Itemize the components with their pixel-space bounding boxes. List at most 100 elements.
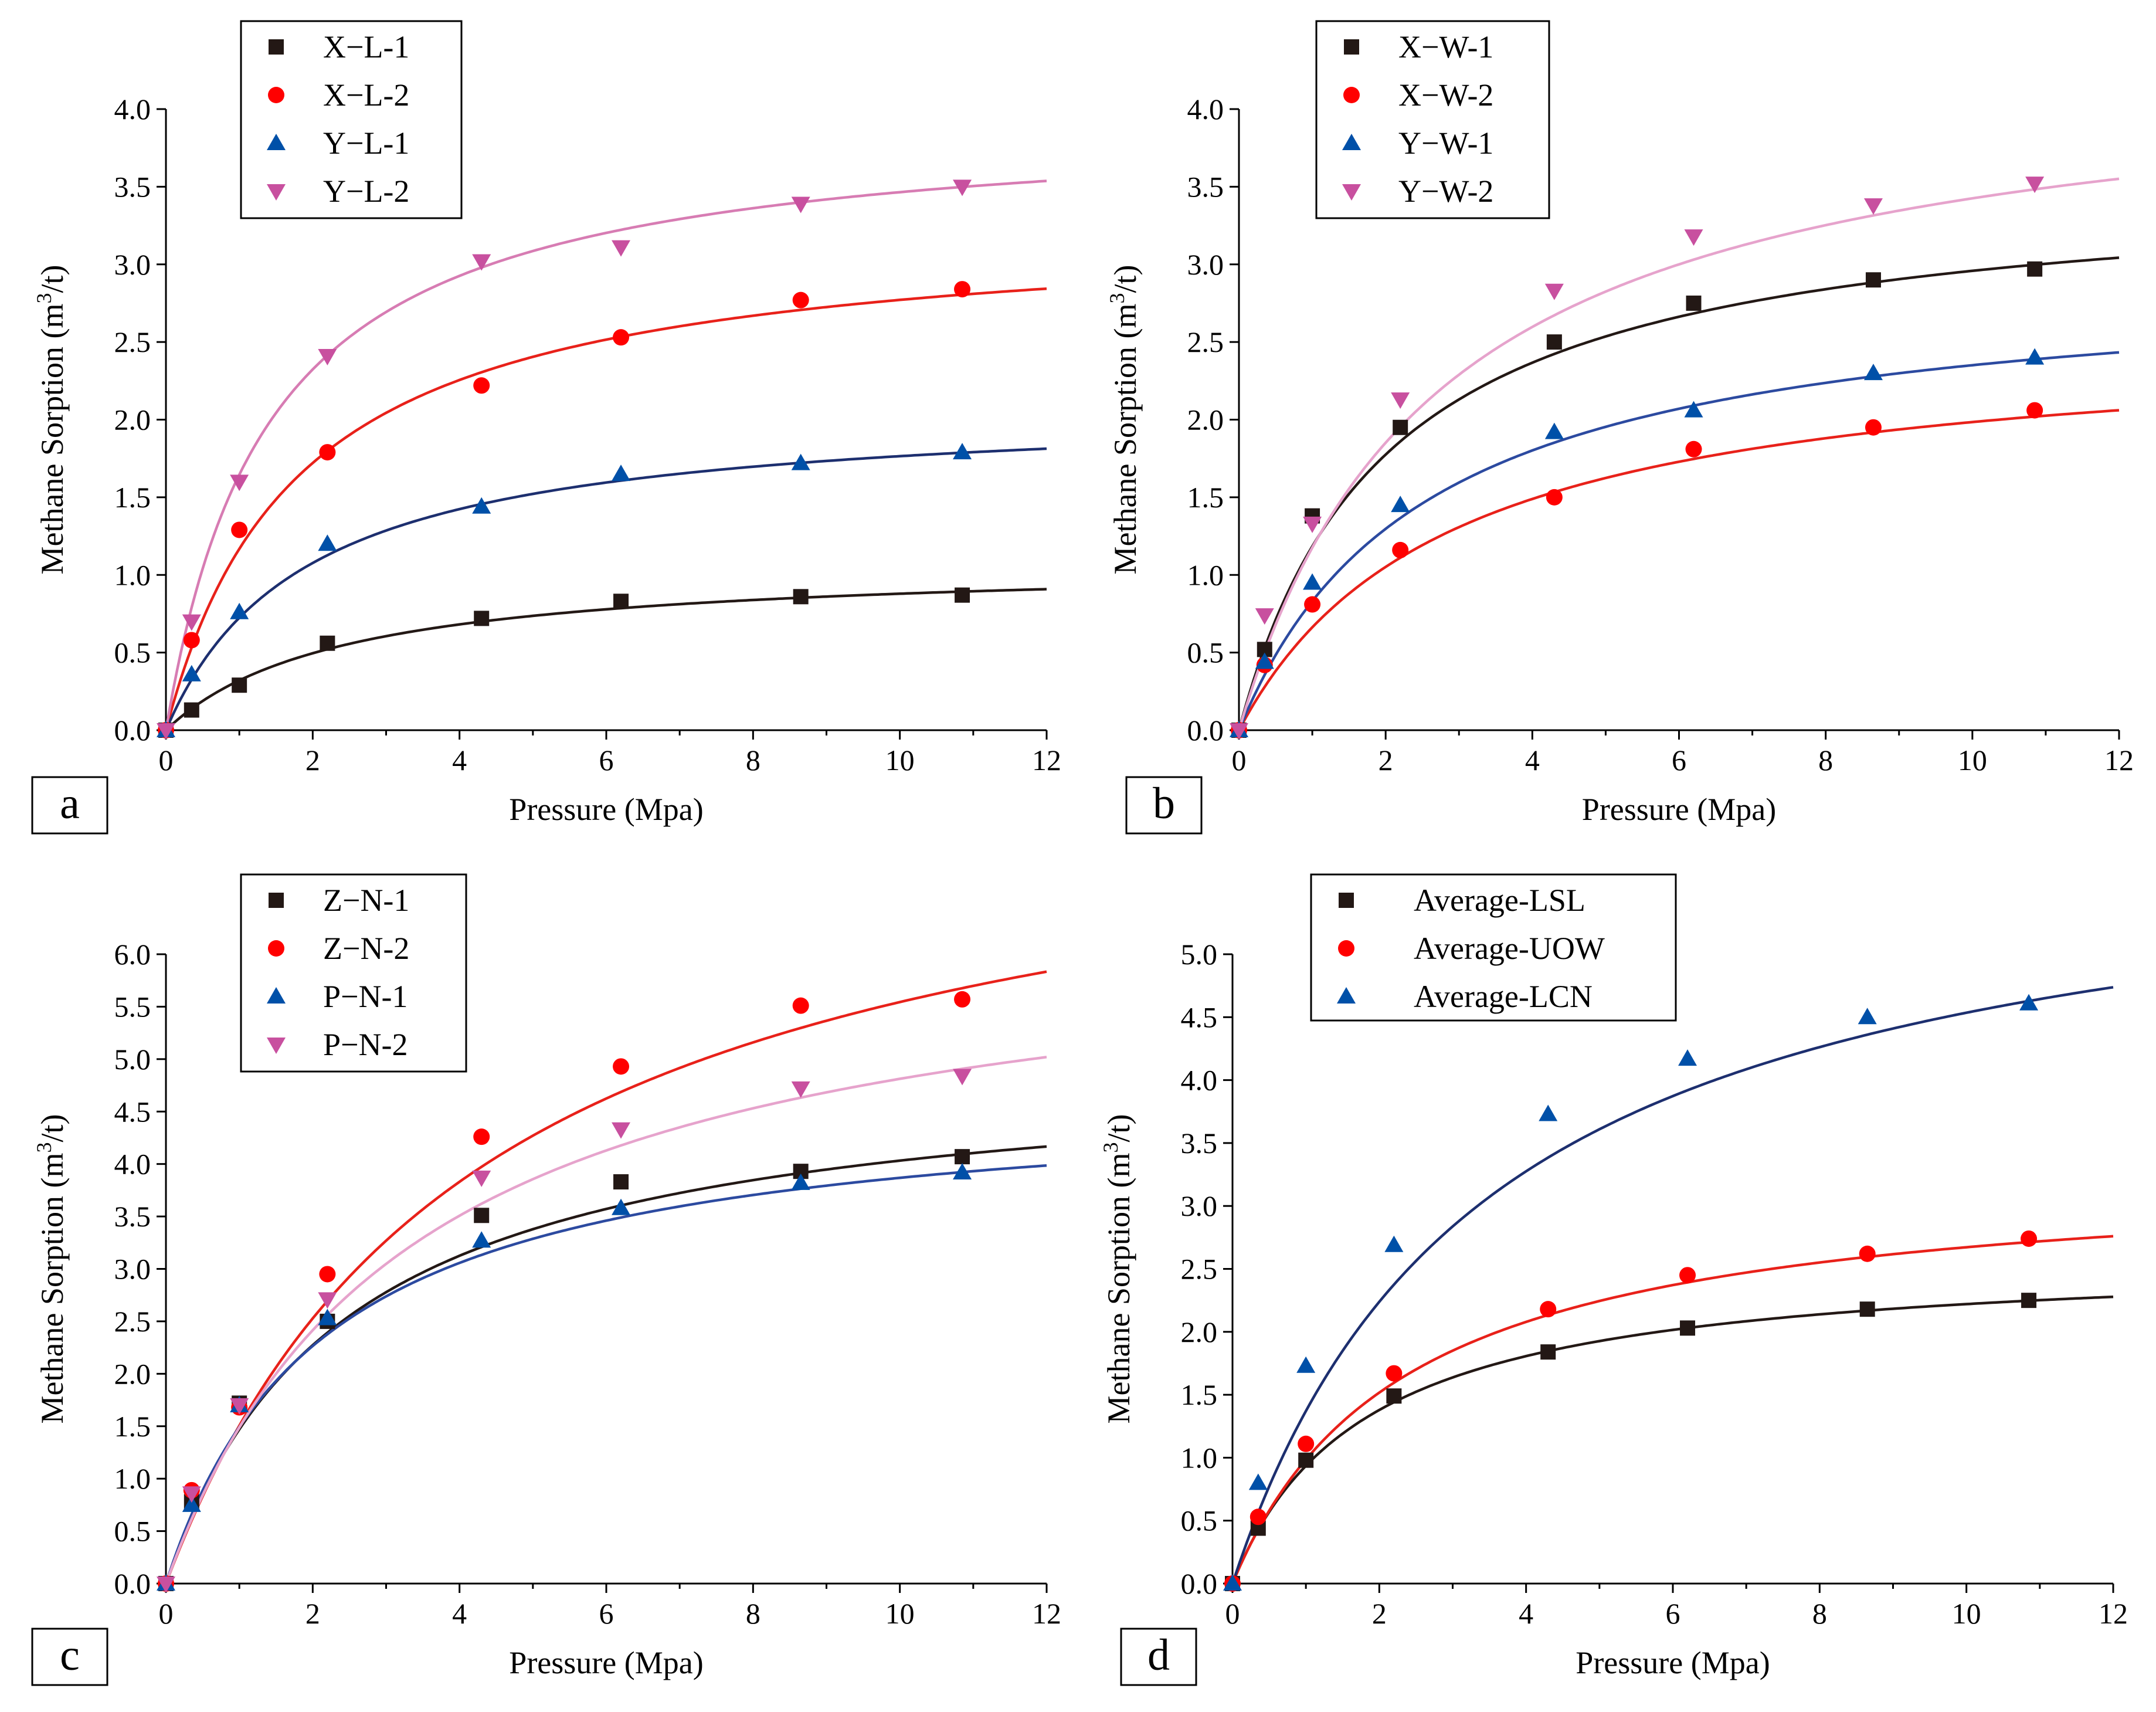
x-tick-label: 12 xyxy=(2099,1597,2128,1630)
data-point xyxy=(319,1266,336,1283)
y-axis-title: Methane Sorption (m3/t) xyxy=(1099,1114,1136,1424)
data-point xyxy=(1684,401,1703,418)
y-tick-label: 0.5 xyxy=(114,636,151,669)
data-point xyxy=(1248,1473,1268,1490)
x-tick-label: 12 xyxy=(2104,744,2134,777)
x-tick-label: 10 xyxy=(1952,1597,1981,1630)
data-point xyxy=(1684,229,1703,246)
y-tick-label: 2.0 xyxy=(1187,404,1224,436)
fit-curve-3 xyxy=(1237,351,2120,731)
data-point xyxy=(1393,419,1408,435)
fit-curve-3 xyxy=(164,1164,1047,1584)
data-point xyxy=(319,444,336,461)
y-tick-label: 3.5 xyxy=(114,170,151,203)
x-tick-label: 8 xyxy=(746,744,760,777)
data-point xyxy=(1858,1008,1877,1025)
data-point xyxy=(183,632,200,649)
legend: Average-LSL Average-UOW Average-LCN xyxy=(1310,873,1677,1022)
legend-label: Z−N-2 xyxy=(323,931,409,966)
data-point xyxy=(232,677,247,693)
data-point xyxy=(473,1128,490,1145)
data-point xyxy=(231,521,248,538)
data-point xyxy=(318,534,337,551)
data-point xyxy=(1304,596,1321,613)
data-point xyxy=(1544,283,1564,300)
data-point xyxy=(791,196,810,213)
legend-marker xyxy=(267,987,286,1004)
legend-label: X−W-2 xyxy=(1398,77,1493,113)
data-point xyxy=(474,611,490,626)
y-tick-label: 2.5 xyxy=(1187,326,1224,358)
y-tick-label: 4.5 xyxy=(114,1095,151,1128)
legend-marker xyxy=(1337,987,1356,1004)
data-point xyxy=(1298,1435,1315,1452)
chart-panel-a: 0 2 4 6 8 10 12 0.0 0.5 1.0 1.5 2.0 2.5 3.0 3.5 4.0 Pres… xyxy=(31,20,1061,835)
y-tick-label: 4.5 xyxy=(1181,1001,1218,1033)
y-tick-label: 5.5 xyxy=(114,990,151,1023)
fit-curve-2 xyxy=(164,287,1047,731)
y-tick-label: 0.0 xyxy=(1187,714,1224,747)
data-point xyxy=(1391,496,1410,513)
legend-label: Y−L-2 xyxy=(323,174,409,209)
data-point xyxy=(1546,334,1562,350)
legend-marker xyxy=(1343,87,1360,103)
y-tick-label: 2.5 xyxy=(114,326,151,358)
data-point xyxy=(1386,1365,1403,1382)
data-point xyxy=(1859,1245,1876,1262)
data-point xyxy=(955,1149,970,1165)
x-tick-label: 0 xyxy=(159,744,174,777)
y-tick-label: 3.0 xyxy=(1187,248,1224,281)
data-point xyxy=(1296,1356,1316,1373)
fit-curve-4 xyxy=(164,179,1047,731)
data-point xyxy=(612,1198,631,1215)
data-point xyxy=(1544,422,1564,439)
y-tick-label: 3.0 xyxy=(114,248,151,281)
data-point xyxy=(2021,1230,2038,1247)
data-point xyxy=(2025,348,2045,365)
data-point xyxy=(2021,1293,2037,1308)
data-point xyxy=(1686,295,1702,311)
y-tick-label: 2.0 xyxy=(114,404,151,436)
data-point xyxy=(613,329,630,346)
legend: X−W-1 X−W-2 Y−W-1 Y−W-2 xyxy=(1315,20,1550,219)
legend-label: P−N-1 xyxy=(323,979,408,1014)
x-tick-label: 6 xyxy=(1672,744,1686,777)
data-point xyxy=(184,702,199,718)
x-tick-label: 12 xyxy=(1032,1597,1061,1630)
x-axis-title: Pressure (Mpa) xyxy=(1576,1645,1770,1680)
data-point xyxy=(613,594,629,609)
legend: Z−N-1 Z−N-2 P−N-1 P−N-2 xyxy=(240,873,467,1073)
x-tick-label: 2 xyxy=(1379,744,1393,777)
data-point xyxy=(792,997,809,1014)
x-tick-label: 10 xyxy=(885,744,915,777)
legend-label: Y−W-1 xyxy=(1398,126,1493,161)
y-tick-label: 0.5 xyxy=(1187,636,1224,669)
data-point xyxy=(613,1058,630,1075)
y-tick-label: 0.0 xyxy=(114,714,151,747)
panel-tag-box xyxy=(31,776,108,835)
y-tick-label: 0.5 xyxy=(114,1515,151,1548)
panel-tag-label: a xyxy=(60,779,80,828)
y-tick-label: 3.5 xyxy=(114,1200,151,1233)
chart-panel-b: 0 2 4 6 8 10 12 0.0 0.5 1.0 1.5 2.0 2.5 3.0 3.5 4.0 Pres… xyxy=(1105,20,2134,835)
data-point xyxy=(1250,1508,1267,1525)
legend-marker xyxy=(267,1038,286,1054)
data-point xyxy=(2027,261,2043,277)
x-tick-label: 0 xyxy=(159,1597,174,1630)
x-tick-label: 10 xyxy=(885,1597,915,1630)
data-point xyxy=(157,1577,175,1593)
data-point xyxy=(182,1495,201,1512)
data-point xyxy=(791,453,810,470)
legend-marker xyxy=(268,940,284,957)
data-point xyxy=(1863,364,1883,381)
legend-marker xyxy=(1342,134,1361,150)
y-tick-label: 1.5 xyxy=(114,481,151,514)
data-point xyxy=(953,1069,972,1086)
fit-curve-2 xyxy=(1231,1235,2114,1584)
chart-panel-d: 0 2 4 6 8 10 12 0.0 0.5 1.0 1.5 2.0 2.5 3.0 3.5 4.0 4.5 5… xyxy=(1099,873,2128,1686)
fit-curve-1 xyxy=(1231,1295,2114,1584)
data-point xyxy=(1391,392,1410,409)
x-tick-label: 2 xyxy=(305,744,320,777)
y-tick-label: 1.0 xyxy=(114,1462,151,1495)
legend-label: X−W-1 xyxy=(1398,29,1493,65)
